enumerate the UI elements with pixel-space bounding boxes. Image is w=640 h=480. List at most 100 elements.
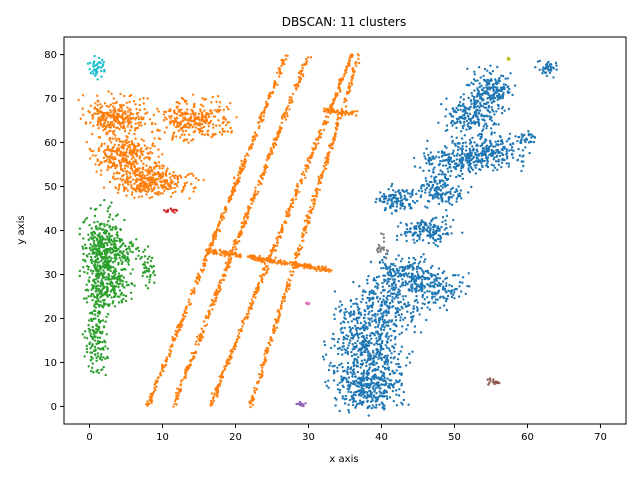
cluster-0-point-626 (361, 362, 365, 365)
cluster-1-point-1045 (202, 118, 205, 121)
cluster-1-point-1175 (186, 126, 189, 129)
cluster-0-point-2268 (466, 123, 469, 126)
cluster-1-point-1049 (183, 118, 186, 121)
cluster-0-point-1482 (405, 228, 409, 231)
cluster-0-point-689 (323, 340, 326, 343)
cluster-1-point-1553 (213, 236, 216, 239)
cluster-0-point-1718 (455, 197, 458, 200)
cluster-1-point-801 (168, 188, 171, 191)
cluster-1-point-1886 (215, 293, 218, 296)
cluster-0-point-708 (365, 337, 368, 340)
cluster-1-point-1122 (212, 123, 215, 126)
cluster-1-point-1111 (172, 120, 175, 123)
cluster-1-point-2193 (213, 392, 216, 395)
cluster-0-point-546 (336, 340, 340, 344)
cluster-1-point-1522 (217, 225, 220, 228)
cluster-1-point-657 (179, 176, 183, 179)
cluster-0-point-1438 (408, 203, 412, 206)
cluster-0-point-1131 (386, 277, 390, 281)
cluster-0-point-515 (348, 325, 351, 329)
cluster-1-point-1268 (188, 298, 191, 301)
cluster-1-point-1419 (168, 355, 171, 358)
cluster-1-point-625 (188, 172, 191, 176)
cluster-0-point-2171 (478, 109, 482, 112)
cluster-0-point-2339 (462, 117, 466, 120)
cluster-0-point-633 (408, 361, 412, 364)
cluster-0-point-795 (374, 326, 377, 329)
cluster-1-point-2297 (232, 345, 236, 348)
cluster-0-point-1315 (444, 277, 447, 281)
cluster-0-point-1978 (499, 154, 502, 158)
cluster-0-point-1739 (449, 196, 452, 199)
cluster-0-point-431 (341, 366, 344, 369)
cluster-1-point-830 (163, 180, 166, 183)
cluster-0-point-2398 (479, 103, 482, 107)
cluster-0-point-1817 (448, 153, 451, 156)
cluster-1-point-1508 (222, 215, 225, 218)
cluster-1-point-1157 (181, 126, 185, 129)
cluster-1-point-761 (174, 190, 177, 193)
cluster-0-point-1672 (455, 200, 458, 203)
cluster-0-point-1751 (425, 147, 428, 150)
cluster-1-point-2350 (280, 302, 284, 305)
cluster-0-point-1176 (392, 281, 396, 284)
cluster-0-point-2419 (484, 92, 487, 95)
cluster-1-point-803 (144, 182, 147, 186)
cluster-1-point-744 (169, 181, 172, 184)
cluster-0-point-1300 (435, 279, 438, 282)
cluster-0-point-438 (341, 353, 344, 356)
cluster-0-point-1428 (378, 199, 382, 202)
cluster-0-point-474 (372, 351, 375, 354)
cluster-1-point-476 (117, 147, 120, 150)
cluster-0-point-1699 (424, 177, 427, 180)
cluster-1-point-2312 (286, 213, 289, 216)
cluster-0-point-1075 (415, 268, 418, 271)
cluster-0-point-158 (347, 408, 350, 412)
cluster-1-point-477 (120, 146, 123, 149)
cluster-0-point-2275 (462, 93, 465, 96)
cluster-0-point-718 (379, 348, 382, 352)
cluster-0-point-2536 (501, 74, 505, 78)
cluster-1-point-431 (141, 153, 144, 157)
cluster-0-point-1909 (427, 159, 430, 162)
cluster-0-point-542 (357, 382, 360, 385)
cluster-0-point-2116 (503, 147, 506, 150)
cluster-0-point-2282 (468, 112, 472, 116)
cluster-1-point-856 (162, 165, 165, 168)
cluster-0-point-694 (364, 345, 367, 349)
cluster-0-point-136 (349, 391, 353, 394)
cluster-0-point-2136 (495, 154, 499, 157)
cluster-0-point-1392 (409, 207, 412, 210)
cluster-0-point-2545 (554, 61, 558, 65)
cluster-0-point-2303 (494, 123, 498, 126)
cluster-0-point-2205 (477, 124, 481, 127)
cluster-1-point-75 (77, 98, 80, 102)
cluster-0-point-2504 (498, 97, 502, 100)
cluster-1-point-2034 (337, 84, 340, 88)
cluster-0-point-2520 (485, 86, 488, 89)
cluster-0-point-292 (367, 406, 370, 409)
cluster-0-point-2139 (487, 147, 491, 151)
cluster-1-point-1017 (201, 111, 204, 115)
cluster-1-point-820 (125, 177, 129, 181)
cluster-0-point-2024 (499, 139, 503, 143)
cluster-0-point-960 (407, 304, 410, 307)
cluster-0-point-1803 (427, 169, 431, 172)
cluster-1-point-13 (137, 117, 141, 121)
cluster-1-point-509 (106, 158, 109, 161)
cluster-0-point-2039 (511, 156, 515, 159)
cluster-1-point-1518 (179, 322, 182, 325)
cluster-0-point-2594 (527, 141, 531, 144)
cluster-0-point-957 (354, 318, 358, 321)
cluster-1-point-1160 (185, 111, 188, 115)
cluster-0-point-2534 (509, 72, 512, 75)
cluster-0-point-1990 (487, 145, 491, 149)
cluster-1-point-552 (125, 139, 128, 142)
cluster-1-point-489 (85, 140, 89, 144)
cluster-1-point-591 (144, 169, 147, 172)
cluster-1-point-1055 (183, 123, 187, 127)
cluster-0-point-1712 (443, 182, 447, 185)
cluster-0-point-115 (349, 367, 352, 371)
cluster-1-point-527 (113, 157, 116, 160)
cluster-1-point-1663 (229, 261, 232, 264)
